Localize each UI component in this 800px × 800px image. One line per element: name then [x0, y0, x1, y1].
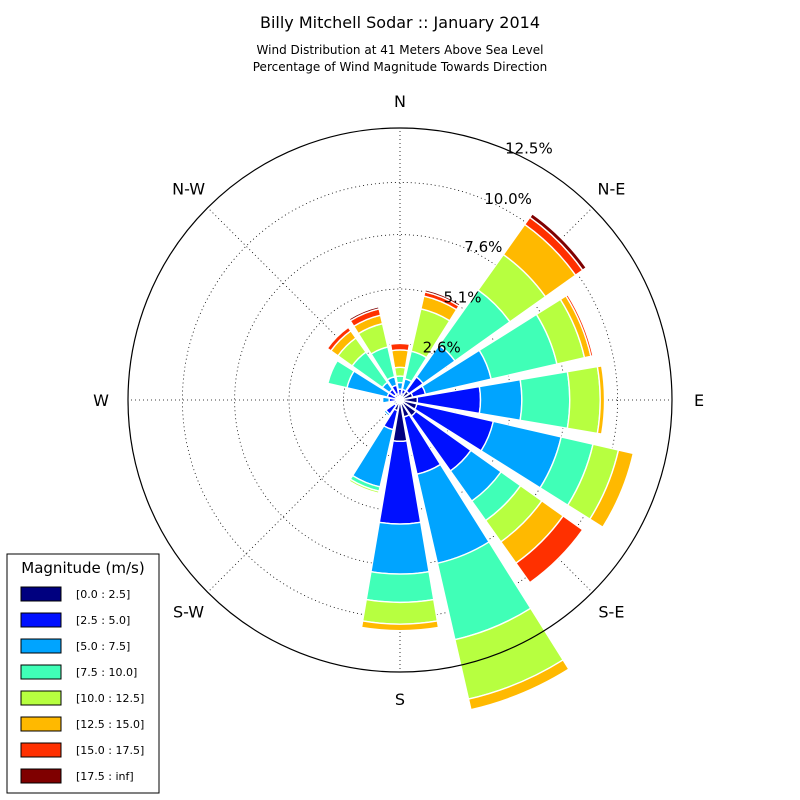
wedge-sector-14-bin-6: [326, 326, 352, 352]
wedge-sector-3-bin-6: [564, 293, 594, 358]
direction-label-6: W: [93, 391, 109, 410]
wedge-sector-0-bin-3: [395, 375, 405, 384]
wedge-sector-10-bin-2: [383, 409, 391, 417]
wedge-sector-8-bin-4: [361, 598, 439, 625]
wedge-sector-4-bin-3: [519, 370, 571, 430]
grid-spoke-5: [207, 399, 401, 593]
direction-label-5: S-W: [173, 602, 204, 621]
radial-tick-label-4: 12.5%: [505, 140, 553, 158]
wedge-sector-12-bin-2: [381, 396, 391, 404]
wedge-sector-5-bin-5: [588, 449, 635, 529]
legend-items: [0.0 : 2.5] [2.5 : 5.0] [5.0 : 7.5] [7.5 : …: [20, 586, 144, 784]
legend-label-7: [17.5 : inf]: [76, 770, 134, 783]
radial-tick-label-2: 7.6%: [464, 238, 502, 256]
chart-title: Billy Mitchell Sodar :: January 2014: [260, 13, 540, 32]
wedge-sector-15-bin-7: [348, 305, 380, 322]
legend-swatch-6: [20, 742, 62, 758]
chart-subtitle-line-2: Percentage of Wind Magnitude Towards Dir…: [253, 60, 547, 74]
legend-swatch-5: [20, 716, 62, 732]
direction-label-0: N: [394, 92, 406, 111]
wedge-sector-8-bin-2: [370, 521, 430, 575]
legend-swatch-2: [20, 638, 62, 654]
direction-label-3: S-E: [598, 602, 624, 621]
legend-swatch-4: [20, 690, 62, 706]
legend-label-5: [12.5 : 15.0]: [76, 718, 144, 731]
legend-swatch-7: [20, 768, 62, 784]
legend-swatch-1: [20, 612, 62, 628]
radial-tick-label-0: 2.6%: [423, 339, 461, 357]
direction-label-1: N-E: [597, 180, 625, 199]
legend-label-3: [7.5 : 10.0]: [76, 666, 137, 679]
grid-spoke-7: [207, 207, 401, 401]
legend-swatch-3: [20, 664, 62, 680]
legend: Magnitude (m/s) [0.0 : 2.5] [2.5 : 5.0] [5…: [6, 553, 160, 794]
legend-label-1: [2.5 : 5.0]: [76, 614, 130, 627]
wedge-sector-0-bin-5: [390, 349, 410, 369]
wedge-sector-6-bin-6: [514, 514, 584, 584]
polar-frame: [127, 127, 673, 673]
legend-title: Magnitude (m/s): [21, 559, 144, 577]
direction-label-7: N-W: [172, 180, 205, 199]
legend-swatch-0: [20, 586, 62, 602]
wedge-sector-2-bin-7: [528, 212, 588, 272]
wedge-sector-8-bin-3: [365, 570, 435, 604]
wedge-sector-9-bin-4: [348, 478, 380, 495]
wedge-sector-4-bin-4: [566, 365, 601, 435]
wedge-sector-0-bin-4: [393, 366, 407, 378]
wedge-sector-13-bin-3: [327, 359, 355, 389]
direction-label-4: S: [395, 690, 405, 709]
sector-bars: [326, 212, 635, 711]
wedge-sector-4-bin-2: [478, 378, 523, 422]
wedge-sector-4-bin-5: [596, 365, 606, 435]
wedge-sector-1-bin-7: [423, 288, 462, 307]
grid-circle-3: [181, 181, 619, 619]
radial-tick-label-3: 10.0%: [484, 190, 532, 208]
legend-label-2: [5.0 : 7.5]: [76, 640, 130, 653]
radial-tick-label-1: 5.1%: [443, 288, 481, 306]
legend-label-4: [10.0 : 12.5]: [76, 692, 144, 705]
wedge-sector-0-bin-6: [389, 342, 411, 352]
chart-subtitle-line-1: Wind Distribution at 41 Meters Above Sea…: [257, 43, 544, 57]
wedge-sector-7-bin-5: [467, 658, 570, 711]
legend-label-0: [0.0 : 2.5]: [76, 588, 130, 601]
radial-tick-labels: 2.6% 5.1% 7.6% 10.0% 12.5%: [423, 140, 553, 357]
legend-label-6: [15.0 : 17.5]: [76, 744, 144, 757]
direction-labels: N N-E E S-E S S-W W N-W: [93, 92, 704, 709]
direction-label-2: E: [694, 391, 704, 410]
wedge-sector-8-bin-5: [360, 620, 440, 632]
